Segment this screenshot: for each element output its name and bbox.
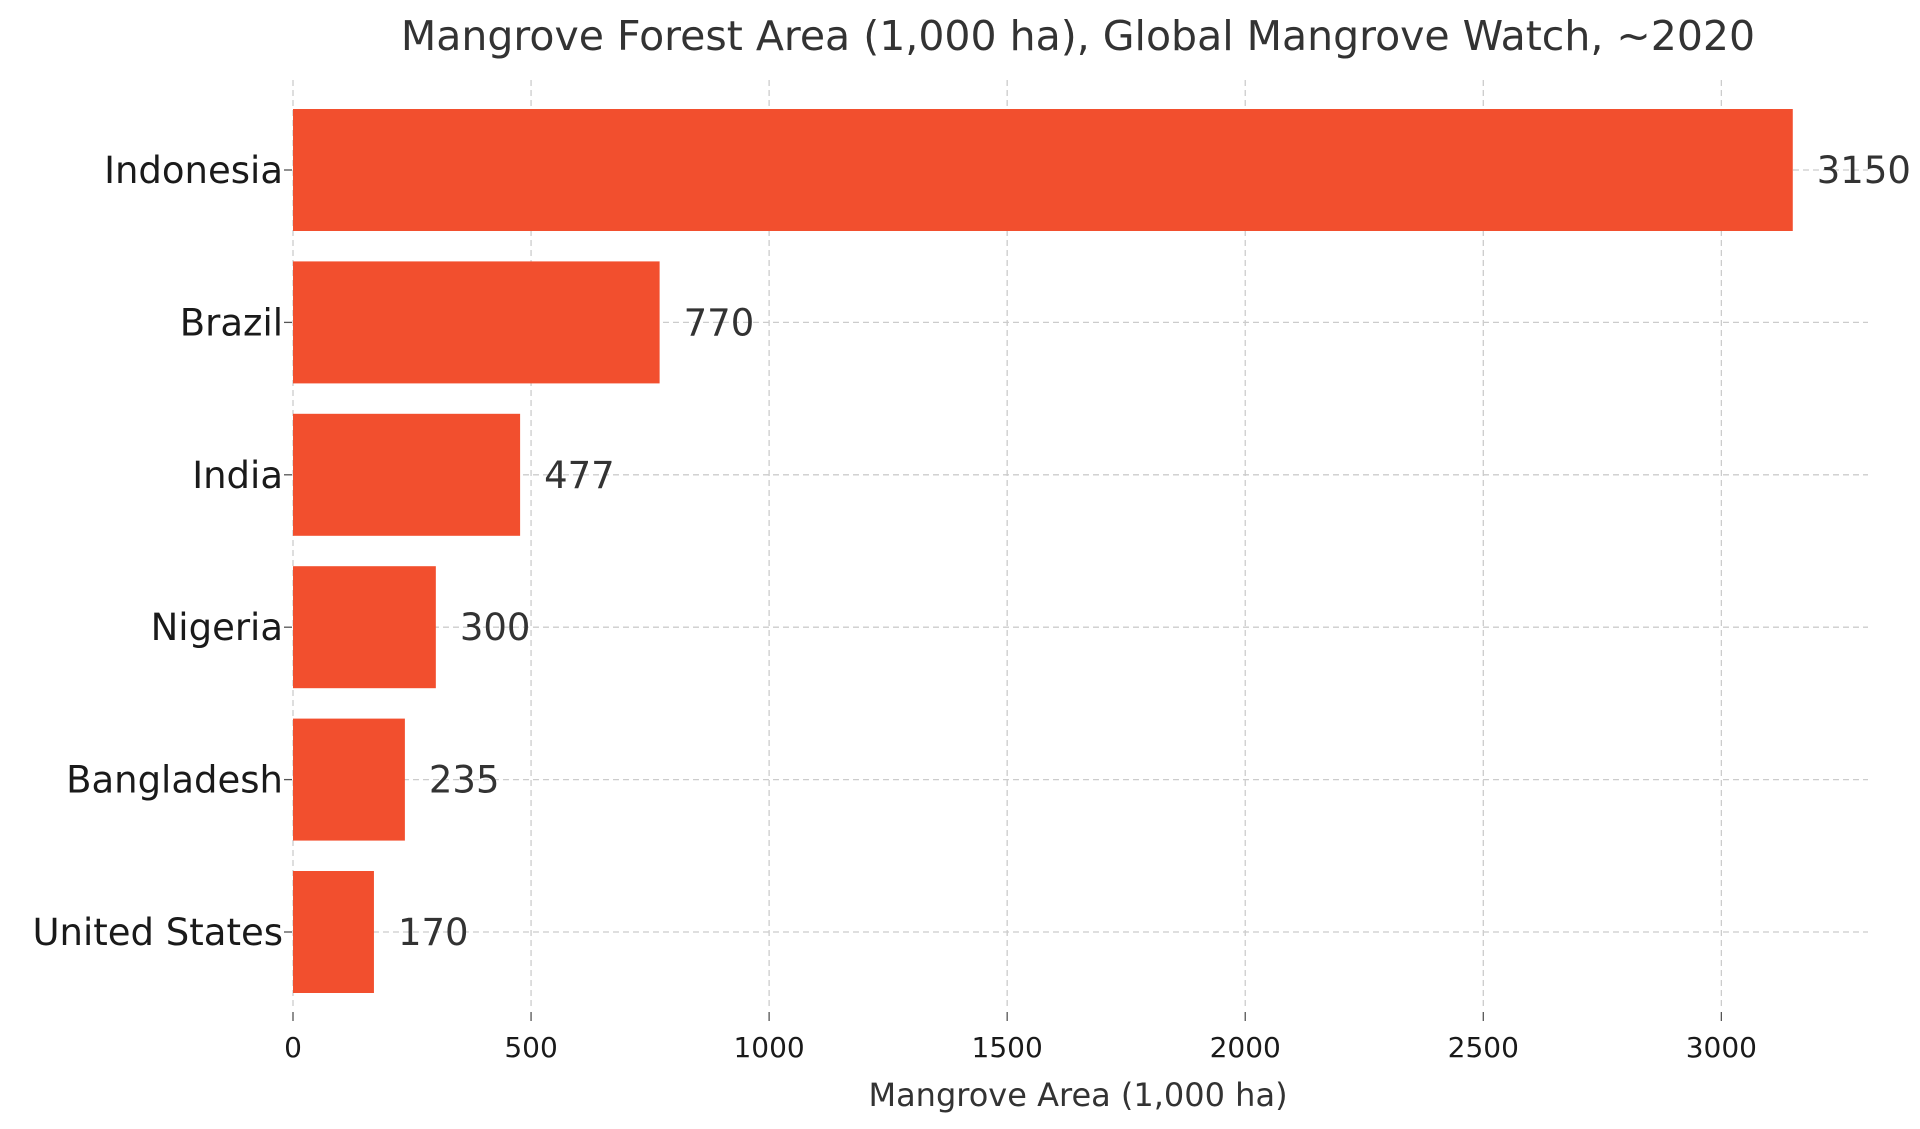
category-label: Bangladesh — [66, 759, 283, 802]
x-tick-label: 1500 — [972, 1031, 1043, 1064]
x-axis: 0 500 1000 1500 2000 2500 3000 — [284, 1012, 1757, 1064]
x-axis-label: Mangrove Area (1,000 ha) — [868, 1076, 1287, 1114]
category-label: India — [192, 454, 283, 497]
bar — [293, 871, 374, 993]
bars-layer: Indonesia 3150 Brazil 770 India 477 Nigeria 300… — [32, 109, 1911, 993]
bar — [293, 718, 405, 841]
chart-title: Mangrove Forest Area (1,000 ha), Global … — [401, 12, 1755, 60]
category-label: Nigeria — [151, 606, 283, 649]
x-tick-label: 2000 — [1210, 1031, 1281, 1064]
data-label: 300 — [460, 606, 531, 649]
data-label: 770 — [684, 301, 755, 344]
x-tick-label: 1000 — [733, 1031, 804, 1064]
grid-layer — [292, 80, 1868, 1010]
data-label: 170 — [398, 911, 469, 954]
bar — [293, 109, 1793, 231]
x-tick-label: 2500 — [1448, 1031, 1519, 1064]
category-label: United States — [32, 911, 283, 954]
bar — [293, 413, 521, 536]
data-label: 477 — [544, 454, 615, 497]
x-tick-label: 0 — [284, 1031, 302, 1064]
category-label: Brazil — [180, 301, 283, 344]
data-label: 3150 — [1817, 149, 1911, 192]
category-label: Indonesia — [104, 149, 283, 192]
bar — [293, 261, 660, 384]
x-tick-label: 3000 — [1686, 1031, 1757, 1064]
x-tick-label: 500 — [504, 1031, 557, 1064]
bar — [293, 566, 436, 689]
data-label: 235 — [429, 759, 500, 802]
